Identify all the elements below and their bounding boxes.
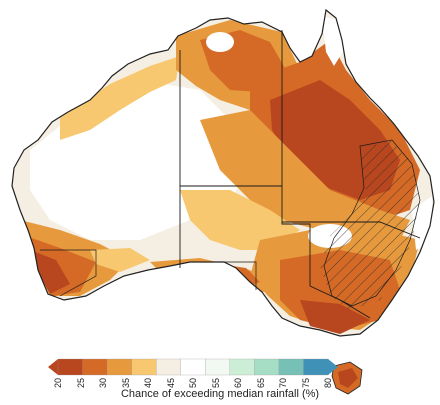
- state-borders: [179, 30, 421, 319]
- colorbar-tick-label: 60: [233, 377, 243, 388]
- border-sa-nsw: [281, 186, 311, 286]
- colorbar-cell: [229, 358, 255, 376]
- colorbar-tick-label: 75: [300, 377, 311, 388]
- colorbar-title: Chance of exceeding median rainfall (%): [120, 388, 320, 400]
- colorbar-left-arrow: [48, 359, 58, 375]
- colorbar-tick-label: 20: [53, 377, 63, 388]
- colorbar-cell: [254, 358, 280, 376]
- colorbar-tick-label: 50: [188, 377, 198, 388]
- colorbar-right-arrow: [328, 359, 338, 375]
- colorbar-tick-label: 45: [165, 377, 176, 388]
- tasmania: [331, 361, 363, 395]
- colorbar-cell: [57, 358, 83, 376]
- colorbar-cell: [131, 358, 157, 376]
- colorbar-tick-label: 35: [120, 377, 131, 388]
- colorbar-cell: [106, 358, 133, 376]
- colorbar: [48, 358, 338, 376]
- colorbar-cell: [205, 358, 231, 376]
- colorbar-tick-label: 70: [278, 377, 288, 388]
- colorbar-cell: [82, 358, 108, 376]
- colorbar-cell: [180, 358, 206, 376]
- colorbar-tick-label: 65: [255, 377, 266, 388]
- region-outlines: [40, 139, 421, 307]
- border-qld-nsw: [282, 221, 421, 239]
- colorbar-tick-label: 40: [143, 377, 153, 388]
- hatch-region-south-east: [320, 140, 420, 310]
- colorbar-cell: [303, 358, 329, 376]
- colorbar-tick-label: 55: [210, 377, 221, 388]
- colorbar-cell: [278, 358, 304, 376]
- colorbar-tick-label: 30: [98, 377, 108, 388]
- colorbar-tick-label: 25: [75, 377, 86, 388]
- colorbar-tick-label: 80: [323, 377, 333, 388]
- colorbar-cell: [156, 358, 182, 376]
